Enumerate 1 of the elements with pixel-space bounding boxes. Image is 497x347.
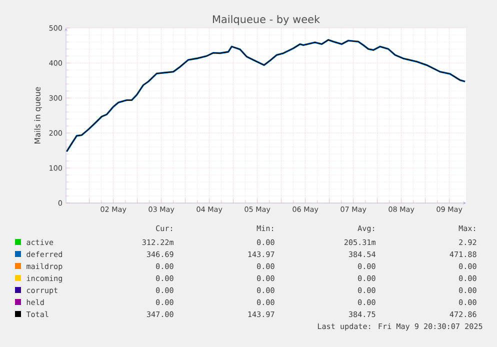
chart-title: Mailqueue - by week [212,15,320,26]
